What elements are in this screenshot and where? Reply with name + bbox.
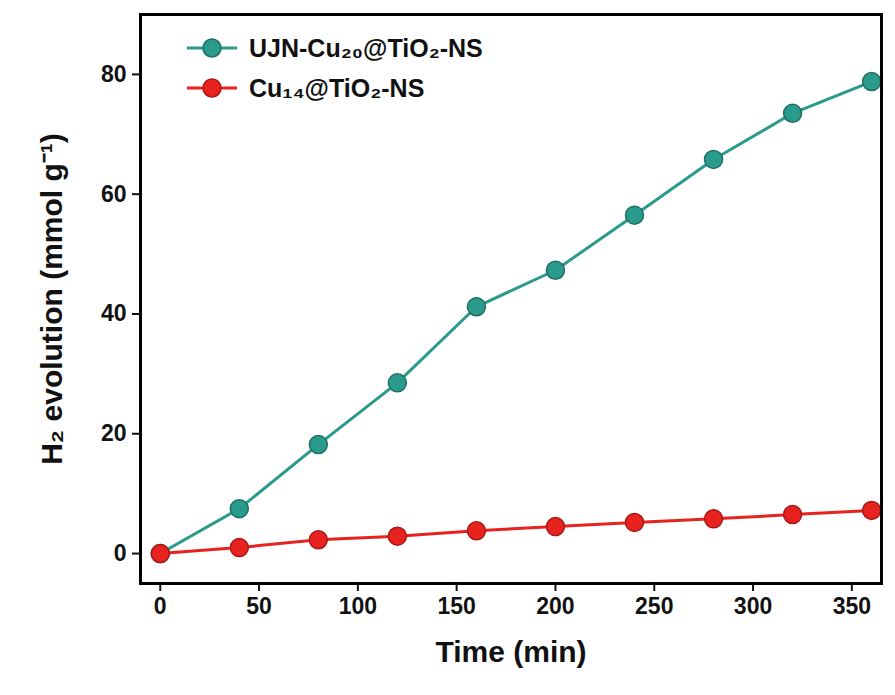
- svg-text:60: 60: [101, 181, 127, 207]
- svg-text:200: 200: [536, 593, 574, 619]
- html-text:UJN-Cu₂₀@TiO₂-NS: UJN-Cu₂₀@TiO₂-NS: [249, 33, 483, 62]
- svg-text:0: 0: [114, 540, 127, 566]
- svg-text:100: 100: [339, 593, 377, 619]
- svg-text:20: 20: [101, 420, 127, 446]
- svg-text:300: 300: [734, 593, 772, 619]
- svg-text:40: 40: [101, 300, 127, 326]
- svg-text:Time (min): Time (min): [435, 635, 586, 668]
- svg-text:250: 250: [635, 593, 673, 619]
- svg-text:50: 50: [246, 593, 272, 619]
- svg-text:0: 0: [154, 593, 167, 619]
- svg-text:80: 80: [101, 61, 127, 87]
- svg-text:150: 150: [437, 593, 475, 619]
- html-text:Cu₁₄@TiO₂-NS: Cu₁₄@TiO₂-NS: [249, 73, 425, 102]
- svg-text:H₂ evolution (mmol g⁻¹): H₂ evolution (mmol g⁻¹): [35, 133, 68, 465]
- svg-text:350: 350: [833, 593, 871, 619]
